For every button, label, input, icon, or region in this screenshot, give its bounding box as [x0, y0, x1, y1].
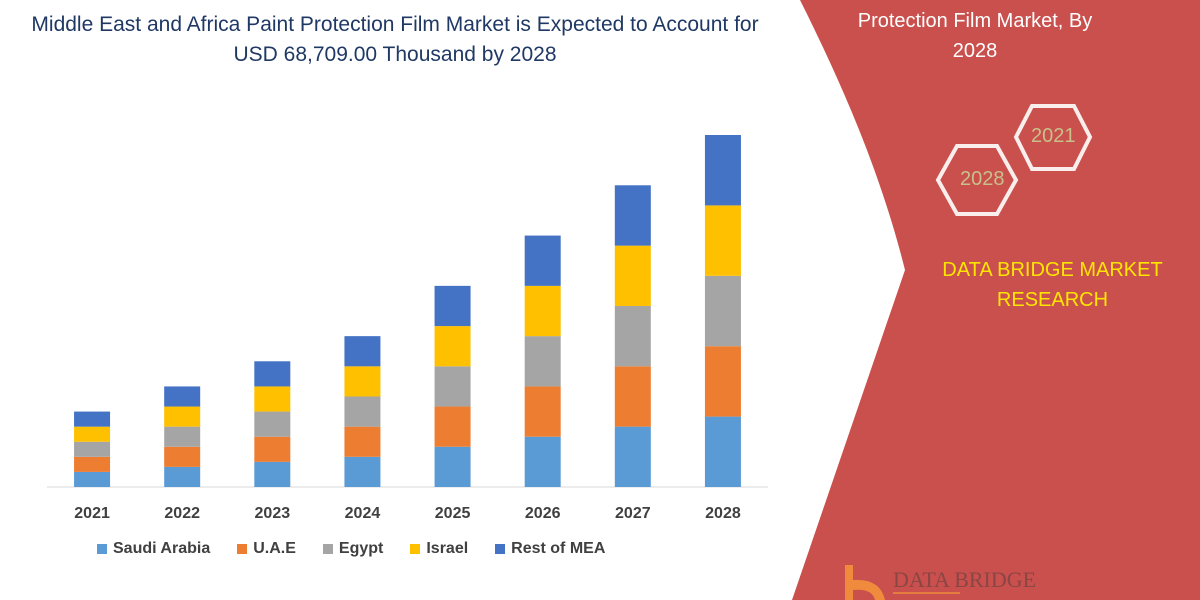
bar-segment-2023-rest-of-mea	[254, 361, 291, 387]
x-tick-label: 2027	[615, 505, 651, 522]
bar-segment-2022-egypt	[164, 426, 201, 447]
bar-segment-2023-saudi-arabia	[254, 461, 291, 487]
brand-name: DATA BRIDGE MARKET RESEARCH	[942, 259, 1163, 311]
bar-segment-2021-saudi-arabia	[74, 471, 111, 487]
bar-segment-2028-egypt	[704, 275, 741, 347]
x-tick-label: 2025	[435, 505, 471, 522]
legend-swatch	[410, 544, 421, 554]
legend-label: Egypt	[338, 540, 384, 557]
bar-segment-2027-egypt	[614, 305, 651, 367]
bar-segment-2026-saudi-arabia	[524, 436, 561, 487]
legend-swatch	[97, 544, 107, 554]
legend-item: Saudi Arabia	[97, 540, 210, 558]
bar-segment-2024-israel	[344, 366, 381, 397]
bar-segment-2021-rest-of-mea	[74, 411, 111, 427]
bar-segment-2025-israel	[434, 326, 471, 367]
bar-segment-2024-egypt	[344, 396, 381, 427]
bar-segment-2023-israel	[254, 386, 291, 412]
hexagon-2021-icon	[1013, 104, 1093, 171]
bar-segment-2028-saudi-arabia	[704, 416, 741, 487]
x-tick-label: 2028	[705, 505, 741, 522]
bar-segment-2027-u-a-e	[614, 366, 651, 427]
legend-label: Rest of MEA	[511, 540, 606, 557]
x-tick-label: 2026	[525, 505, 561, 522]
chart-legend: Saudi Arabia U.A.E Egypt Israel Rest of MEA	[97, 540, 632, 558]
logo-icon	[845, 565, 885, 600]
bar-segment-2022-saudi-arabia	[164, 466, 201, 487]
bar-segment-2027-rest-of-mea	[614, 185, 651, 246]
legend-item: Israel	[410, 540, 468, 558]
bar-segment-2023-egypt	[254, 411, 291, 437]
bar-segment-2022-rest-of-mea	[164, 386, 201, 407]
x-tick-label: 2021	[74, 505, 110, 522]
bar-segment-2023-u-a-e	[254, 436, 291, 462]
bar-segment-2025-u-a-e	[434, 406, 471, 447]
bar-segment-2028-rest-of-mea	[704, 135, 741, 206]
x-tick-label: 2024	[345, 505, 381, 522]
bar-segment-2021-egypt	[74, 441, 111, 457]
bar-segment-2021-u-a-e	[74, 456, 111, 472]
bar-segment-2028-israel	[704, 205, 741, 276]
bar-segment-2025-egypt	[434, 366, 471, 407]
x-tick-label: 2023	[255, 505, 291, 522]
hex-label-2021: 2021	[1031, 125, 1076, 147]
bar-segment-2025-saudi-arabia	[434, 446, 471, 487]
side-panel-title: Protection Film Market, By 2028	[857, 10, 1093, 62]
bar-segment-2026-u-a-e	[524, 386, 561, 437]
chart-title: Middle East and Africa Paint Protection …	[31, 13, 759, 66]
legend-swatch	[322, 544, 333, 554]
bar-segment-2024-u-a-e	[344, 426, 381, 457]
legend-item: U.A.E	[237, 540, 296, 558]
x-tick-label: 2022	[164, 505, 200, 522]
legend-label: Saudi Arabia	[113, 540, 211, 557]
legend-swatch	[237, 544, 248, 554]
bar-segment-2027-israel	[614, 245, 651, 306]
legend-item: Egypt	[322, 540, 384, 558]
panel-shape	[792, 0, 1200, 600]
bar-segment-2028-u-a-e	[704, 346, 741, 417]
bar-segment-2025-rest-of-mea	[434, 285, 471, 327]
stacked-bar-chart: 2021 2022 2023 2024 2025 2026 2027 2028	[47, 135, 768, 522]
bar-segment-2027-saudi-arabia	[614, 426, 651, 487]
logo-text: DATA BRIDGE	[893, 567, 1037, 592]
hex-label-2028: 2028	[960, 168, 1005, 190]
bar-segment-2022-u-a-e	[164, 446, 201, 467]
legend-swatch	[495, 544, 506, 554]
bar-segment-2026-egypt	[524, 336, 561, 387]
bar-segment-2024-saudi-arabia	[344, 456, 381, 487]
bar-segment-2021-israel	[74, 426, 111, 442]
bar-segment-2024-rest-of-mea	[344, 336, 381, 367]
legend-label: U.A.E	[253, 540, 296, 557]
hexagon-2028-icon	[935, 144, 1019, 216]
legend-label: Israel	[426, 540, 469, 557]
bar-segment-2026-rest-of-mea	[524, 235, 561, 286]
legend-item: Rest of MEA	[495, 540, 605, 558]
bar-segment-2022-israel	[164, 406, 201, 427]
bar-segment-2026-israel	[524, 285, 561, 337]
